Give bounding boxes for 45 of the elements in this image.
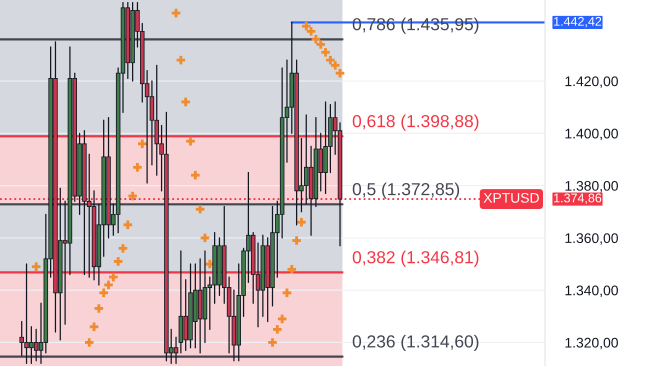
point (186, 136, 195, 146)
annotation: XPTUSD (484, 192, 539, 203)
point (94, 304, 104, 313)
point (336, 68, 344, 78)
point (32, 262, 40, 271)
band-label: 0,618 (1.398,88) (352, 114, 478, 131)
point (302, 22, 311, 30)
band-label: 0,236 (1.314,60) (352, 334, 478, 352)
ref-line-label: 1.442,42 (554, 16, 602, 28)
point (200, 234, 210, 242)
point (282, 288, 292, 298)
point (297, 218, 306, 226)
point (312, 34, 320, 44)
point (330, 61, 340, 70)
point (114, 257, 122, 266)
point (128, 192, 137, 200)
point (273, 325, 282, 334)
point (176, 56, 186, 64)
point (118, 244, 128, 253)
point (196, 204, 204, 214)
point (90, 322, 98, 332)
y-tick-label: 1.320,00 (566, 338, 618, 350)
point (109, 272, 118, 282)
y-tick-label: 1.360,00 (566, 233, 618, 245)
point (181, 98, 190, 106)
ref-line-label: 1.374,86 (554, 194, 602, 204)
y-tick-label: 1.340,00 (566, 286, 618, 297)
point (133, 163, 142, 172)
point (321, 48, 330, 57)
point (292, 236, 301, 245)
point (124, 220, 132, 230)
point (104, 280, 113, 290)
point (84, 338, 94, 347)
y-tick-label: 1.420,00 (566, 76, 618, 88)
point (326, 56, 335, 64)
point (278, 314, 286, 324)
band-label: 0,5 (1.372,85) (352, 182, 460, 199)
point (306, 27, 316, 36)
y-tick-label: 1.400,00 (566, 128, 618, 140)
point (172, 8, 180, 18)
band-label: 0,382 (1.346,81) (352, 250, 478, 267)
point (316, 40, 326, 49)
point (191, 170, 200, 180)
point (268, 338, 277, 347)
y-tick-label: 1.380,00 (566, 180, 618, 192)
